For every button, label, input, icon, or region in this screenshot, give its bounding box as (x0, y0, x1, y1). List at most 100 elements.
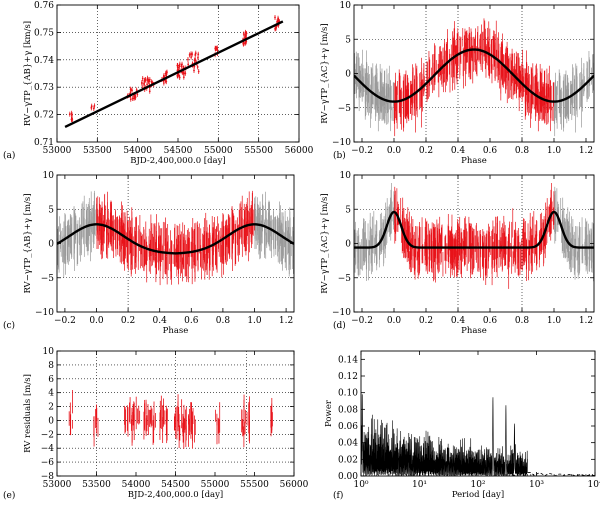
x-tick-label: 10⁴ (587, 480, 600, 490)
y-tick-label: −5 (41, 274, 55, 284)
data-point (214, 47, 217, 50)
x-tick-label: 55000 (201, 480, 230, 490)
x-tick-label: 1.0 (547, 316, 562, 326)
x-tick-label: 10³ (529, 480, 544, 490)
y-tick-label: 0 (345, 240, 351, 250)
x-tick-label: 55500 (240, 480, 269, 490)
x-tick-label: 0.6 (483, 146, 498, 156)
data-point (148, 78, 151, 81)
data-point (134, 95, 137, 98)
panel-label: (b) (333, 150, 346, 161)
x-tick-label: −0.2 (351, 316, 373, 326)
data-point (131, 89, 133, 92)
data-point (197, 70, 200, 73)
data-point (135, 89, 138, 91)
data-point (188, 54, 191, 56)
power-spectrum (361, 394, 528, 476)
data-point (141, 77, 144, 80)
x-tick-label: 0.2 (121, 316, 135, 326)
data-point (162, 82, 165, 84)
y-tick-label: −2 (41, 430, 54, 440)
data-point (129, 88, 132, 91)
y-tick-label: 10 (340, 171, 352, 181)
data-point (216, 49, 219, 51)
data-point (150, 81, 153, 83)
data-point (181, 63, 183, 66)
data-point (197, 53, 200, 56)
y-tick-label: 0.08 (338, 405, 358, 415)
y-tick-label: 0.02 (338, 455, 358, 465)
axes-frame (353, 4, 595, 143)
x-tick-label: 56000 (280, 480, 309, 490)
y-tick-label: 8 (48, 361, 54, 371)
data-point (187, 58, 189, 61)
y-tick-label: −8 (41, 472, 55, 482)
y-tick-label: 0.71 (34, 138, 54, 148)
y-tick-label: 6 (48, 375, 54, 385)
x-tick-label: 54500 (161, 480, 190, 490)
y-axis-label: RV residuals [m/s] (23, 374, 33, 453)
x-tick-label: 0.6 (483, 316, 498, 326)
x-tick-label: 1.0 (547, 146, 562, 156)
panel-label: (e) (3, 490, 15, 501)
data-point (277, 20, 280, 23)
y-tick-label: 5 (48, 205, 54, 215)
y-tick-label: 4 (48, 389, 54, 399)
y-tick-label: −10 (35, 308, 54, 318)
x-tick-label: 0.8 (515, 146, 530, 156)
x-axis-label: Phase (461, 326, 487, 336)
data-point (194, 54, 197, 56)
y-tick-label: 10 (43, 347, 55, 357)
y-tick-label: 0.74 (34, 56, 54, 66)
data-point (243, 42, 245, 45)
y-tick-label: −10 (332, 308, 351, 318)
x-tick-label: 54500 (164, 146, 193, 156)
x-tick-label: 1.0 (247, 316, 262, 326)
x-tick-label: 54000 (123, 146, 152, 156)
plot-area-c (57, 175, 294, 312)
data-point (190, 56, 193, 59)
panel-b: −0.2 0.0 0.2 0.4 0.6 0.8 1.0 1.2 −10 −5 0 5 10 Phase R… (320, 1, 595, 166)
x-tick-label: 0.0 (89, 316, 104, 326)
x-tick-label: 1.2 (279, 316, 293, 326)
data-point (146, 83, 149, 86)
x-axis-label: BJD-2,400,000.0 [day] (130, 156, 226, 166)
panel-label: (a) (3, 150, 15, 161)
x-tick-label: −0.2 (54, 316, 76, 326)
x-tick-label: 0.4 (451, 316, 466, 326)
x-tick-label: 53500 (83, 146, 112, 156)
data-point (143, 82, 145, 85)
x-tick-label: 10² (470, 480, 485, 490)
y-tick-label: −5 (338, 274, 352, 284)
x-tick-label: −0.2 (351, 146, 373, 156)
y-tick-label: −5 (338, 104, 352, 114)
data-point (148, 90, 151, 93)
y-tick-label: −4 (41, 444, 55, 454)
panel-label: (d) (333, 320, 346, 331)
data-point (242, 33, 245, 35)
model-curve (354, 210, 594, 249)
y-axis-label: Power (324, 399, 334, 427)
data-point (147, 80, 150, 83)
x-tick-label: 0.2 (419, 146, 433, 156)
y-tick-label: 0.06 (338, 422, 358, 432)
data-point (129, 98, 132, 101)
y-tick-label: 0.73 (34, 83, 54, 93)
y-axis-label: RV−γTP_{AB}+γ [m/s] (23, 193, 33, 293)
data-point (68, 113, 71, 116)
data-point (176, 64, 179, 67)
x-tick-label: 0.6 (184, 316, 199, 326)
data-point (176, 75, 179, 77)
y-axis-label: RV−γTP_{AB}+γ [km/s] (23, 21, 33, 126)
x-tick-label: 10¹ (412, 480, 427, 490)
x-axis-label: Phase (461, 156, 487, 166)
y-tick-label: 0.75 (34, 28, 54, 38)
y-tick-label: 10 (43, 171, 55, 181)
data-point (133, 95, 135, 98)
data-point (165, 72, 167, 74)
data-point (140, 81, 143, 84)
data-point (274, 16, 276, 19)
y-tick-label: 0 (48, 240, 54, 250)
panel-f: 10⁰ 10¹ 10² 10³ 10⁴ 0.00 0.02 0.04 0.06 0.08 0.10 0… (324, 350, 600, 501)
x-axis-label: Period [day] (452, 490, 504, 500)
